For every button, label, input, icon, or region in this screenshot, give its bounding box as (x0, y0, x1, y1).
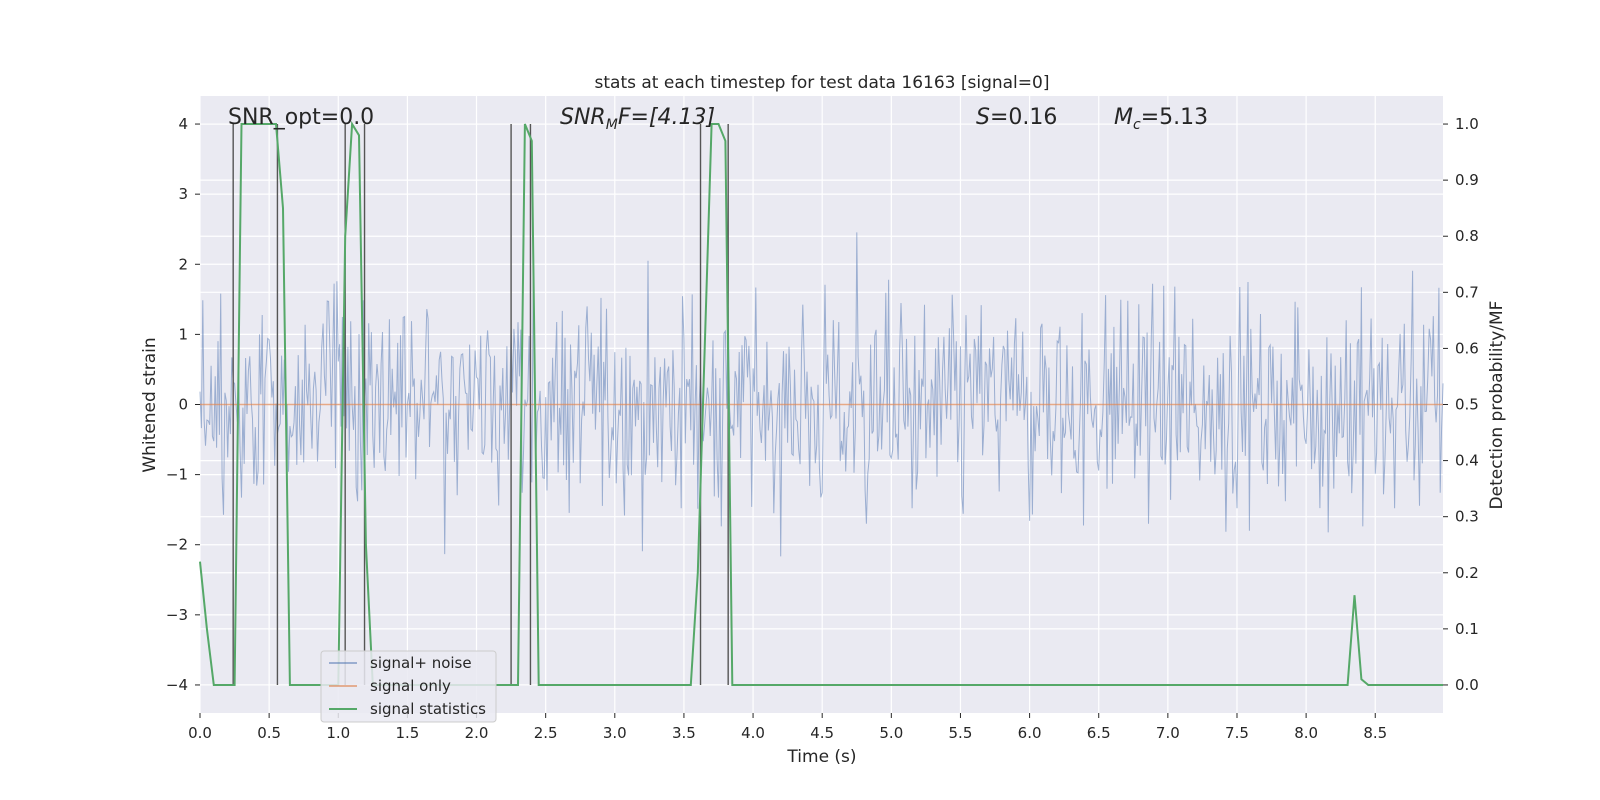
signal-statistics-line (199, 120, 1443, 686)
y-axis-left-ticks: 4 3 2 1 0 −1 −2 −3 −4 (166, 115, 200, 694)
y-right-tick-label: 1.0 (1455, 115, 1479, 133)
x-tick-label: 8.5 (1363, 724, 1387, 742)
y-left-tick-label: −3 (166, 606, 188, 624)
x-tick-label: 5.5 (949, 724, 973, 742)
legend-box (320, 650, 497, 723)
y-right-tick-label: 0.3 (1455, 508, 1479, 526)
legend: signal+ noise signal only signal statist… (320, 650, 497, 723)
x-tick-label: 1.5 (395, 724, 419, 742)
annotation-mc: Mc=5.13 (1114, 105, 1208, 133)
legend-label-signal-only: signal only (370, 677, 451, 695)
x-tick-label: 2.5 (534, 724, 558, 742)
y-right-tick-label: 0.7 (1455, 283, 1479, 301)
mc-subscript: c (1133, 117, 1141, 133)
annotation-snr-opt: SNR_opt=0.0 (228, 105, 374, 130)
snr-mf-rest: F=[4.13] (618, 105, 715, 130)
x-axis-label: Time (s) (786, 747, 856, 767)
x-tick-label: 4.5 (810, 724, 834, 742)
x-tick-label: 8.0 (1294, 724, 1318, 742)
series-signal-statistics (199, 120, 1443, 686)
y-right-tick-label: 0.9 (1455, 171, 1479, 189)
y-left-tick-label: 0 (178, 396, 188, 414)
annotation-snr-mf: SNRMF=[4.13] (560, 105, 715, 133)
x-tick-label: 5.0 (879, 724, 903, 742)
x-tick-label: 4.0 (741, 724, 765, 742)
x-tick-label: 2.0 (465, 724, 489, 742)
y-left-tick-label: −2 (166, 536, 188, 554)
y-right-tick-label: 0.6 (1455, 339, 1479, 357)
y-right-tick-label: 0.5 (1455, 396, 1479, 414)
y-left-tick-label: 4 (178, 115, 188, 133)
y-right-tick-label: 0.0 (1455, 676, 1479, 694)
snr-mf-subscript: M (606, 117, 618, 133)
y-left-tick-label: −4 (166, 676, 188, 694)
x-tick-label: 6.0 (1018, 724, 1042, 742)
mc-base: M (1114, 105, 1133, 130)
legend-label-signal-statistics: signal statistics (370, 700, 486, 718)
y-left-tick-label: −1 (166, 466, 188, 484)
y-right-tick-label: 0.8 (1455, 227, 1479, 245)
x-tick-label: 7.0 (1156, 724, 1180, 742)
x-tick-label: 1.0 (326, 724, 350, 742)
y-axis-right-label: Detection probability/MF (1487, 301, 1507, 510)
annotation-s: S=0.16 (976, 105, 1057, 130)
x-tick-label: 3.5 (672, 724, 696, 742)
x-tick-label: 0.0 (188, 724, 212, 742)
x-tick-label: 3.0 (603, 724, 627, 742)
legend-label-signal-noise: signal+ noise (370, 654, 472, 672)
y-left-tick-label: 3 (178, 185, 188, 203)
x-tick-label: 7.5 (1225, 724, 1249, 742)
x-tick-label: 0.5 (257, 724, 281, 742)
x-axis-ticks: 0.0 0.5 1.0 1.5 2.0 2.5 3.0 3.5 4.0 4.5 5.0 5.5 6.0 6… (188, 713, 1387, 742)
snr-mf-base: SNR (560, 105, 606, 130)
y-right-tick-label: 0.2 (1455, 564, 1479, 582)
y-axis-right-ticks: 1.0 0.9 0.8 0.7 0.6 0.5 0.4 0.3 0.2 0.1 0.0 (1443, 115, 1479, 694)
s-label: S (976, 105, 990, 130)
chart-title: stats at each timestep for test data 161… (595, 73, 1050, 93)
y-left-tick-label: 1 (178, 325, 188, 343)
y-axis-left-label: Whitened strain (140, 337, 160, 472)
x-tick-label: 6.5 (1087, 724, 1111, 742)
mc-value: =5.13 (1141, 105, 1208, 130)
series-signal-noise (199, 232, 1444, 557)
y-right-tick-label: 0.4 (1455, 452, 1479, 470)
signal-noise-line (199, 232, 1444, 557)
s-value: =0.16 (990, 105, 1057, 130)
y-right-tick-label: 0.1 (1455, 620, 1479, 638)
y-left-tick-label: 2 (178, 255, 188, 273)
